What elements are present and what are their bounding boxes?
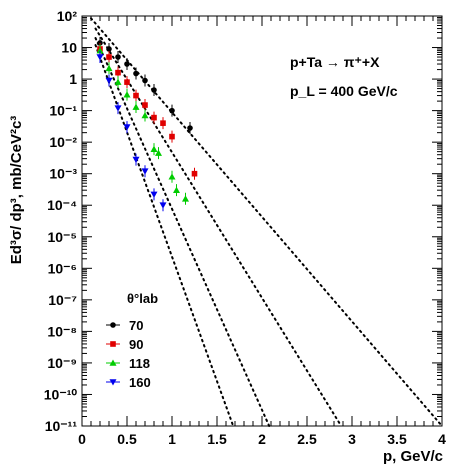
fit-line-70: [90, 17, 443, 427]
data-point-90: [169, 133, 175, 140]
data-point-70: [133, 70, 139, 77]
y-tick-label: 10²: [57, 8, 78, 24]
x-tick-label: 1: [168, 431, 176, 447]
data-point-70: [124, 61, 130, 67]
legend-title: θ°lab: [127, 291, 158, 306]
data-point-70: [169, 107, 175, 114]
data-point-118: [141, 112, 149, 119]
data-point-90: [133, 92, 139, 99]
data-point-118: [168, 173, 176, 180]
legend-marker-160: [109, 379, 117, 386]
y-tick-label: 10⁻³: [49, 166, 77, 182]
data-point-160: [105, 77, 113, 85]
data-point-90: [115, 69, 121, 76]
annotation-beam: p_L = 400 GeV/c: [290, 83, 398, 99]
y-tick-label: 10⁻¹: [49, 103, 77, 119]
y-tick-label: 10⁻¹⁰: [44, 386, 78, 402]
legend-label-160: 160: [129, 375, 151, 390]
data-point-160: [96, 54, 104, 61]
data-point-70: [106, 46, 112, 52]
data-point-90: [160, 120, 166, 126]
x-tick-label: 0.5: [117, 431, 137, 447]
data-point-70: [151, 87, 157, 93]
data-point-160: [114, 105, 122, 112]
x-tick-label: 2.5: [297, 431, 317, 447]
data-point-118: [155, 149, 162, 156]
y-tick-label: 10⁻⁹: [47, 355, 77, 371]
y-tick-label: 10⁻⁷: [48, 292, 77, 308]
data-point-70: [187, 125, 193, 131]
data-point-90: [106, 54, 112, 60]
data-point-118: [114, 78, 122, 85]
data-point-118: [182, 195, 189, 202]
x-tick-label: 2: [258, 431, 266, 447]
data-point-118: [173, 186, 180, 193]
x-tick-label: 3.5: [387, 431, 407, 447]
data-point-160: [141, 168, 149, 175]
data-point-160: [123, 124, 131, 131]
legend-marker-90: [110, 341, 116, 347]
data-point-90: [151, 114, 157, 121]
y-tick-label: 10⁻⁶: [48, 260, 77, 276]
x-tick-label: 1.5: [207, 431, 227, 447]
legend-marker-70: [110, 322, 116, 328]
x-tick-label: 3: [348, 431, 356, 447]
legend-label-118: 118: [129, 356, 150, 371]
data-points: [96, 36, 198, 212]
y-tick-label: 10: [61, 40, 77, 56]
legend-label-70: 70: [129, 318, 143, 333]
axis-ticks: 0 0.5 1 1.5 2 2.5 3 3.5 4 10² 10 1 10⁻¹ 10⁻² 10⁻³ 10⁻⁴ 1…: [44, 8, 446, 447]
data-point-118: [150, 145, 158, 152]
data-point-90: [124, 79, 130, 85]
legend-marker-118: [109, 359, 117, 366]
data-point-70: [142, 77, 148, 84]
data-point-90: [142, 102, 148, 108]
legend-label-90: 90: [129, 337, 143, 352]
data-point-118: [105, 64, 113, 72]
data-point-118: [132, 103, 140, 110]
y-tick-label: 10⁻⁴: [47, 197, 77, 213]
data-point-160: [132, 156, 140, 164]
data-point-90: [191, 170, 198, 177]
data-point-160: [159, 202, 167, 209]
data-point-118: [96, 47, 104, 54]
data-point-70: [115, 54, 121, 60]
y-axis-title: Ed³σ/ dp³, mb/CeV²c³: [8, 116, 25, 265]
x-tick-label: 0: [78, 431, 86, 447]
y-tick-label: 10⁻⁸: [47, 323, 77, 339]
x-tick-label: 4: [438, 431, 446, 447]
y-tick-label: 1: [69, 71, 77, 87]
data-point-118: [123, 91, 131, 98]
y-tick-label: 10⁻¹¹: [45, 418, 78, 434]
y-tick-label: 10⁻²: [49, 134, 77, 150]
x-axis-title: p, GeV/c: [383, 448, 443, 465]
legend: θ°lab 70 90 118 160: [106, 291, 158, 390]
data-point-160: [150, 191, 158, 198]
annotation-reaction: p+Ta → π⁺+X: [290, 54, 380, 70]
data-point-70: [97, 40, 103, 46]
y-tick-label: 10⁻⁵: [47, 229, 77, 245]
fit-line-118: [94, 37, 271, 427]
